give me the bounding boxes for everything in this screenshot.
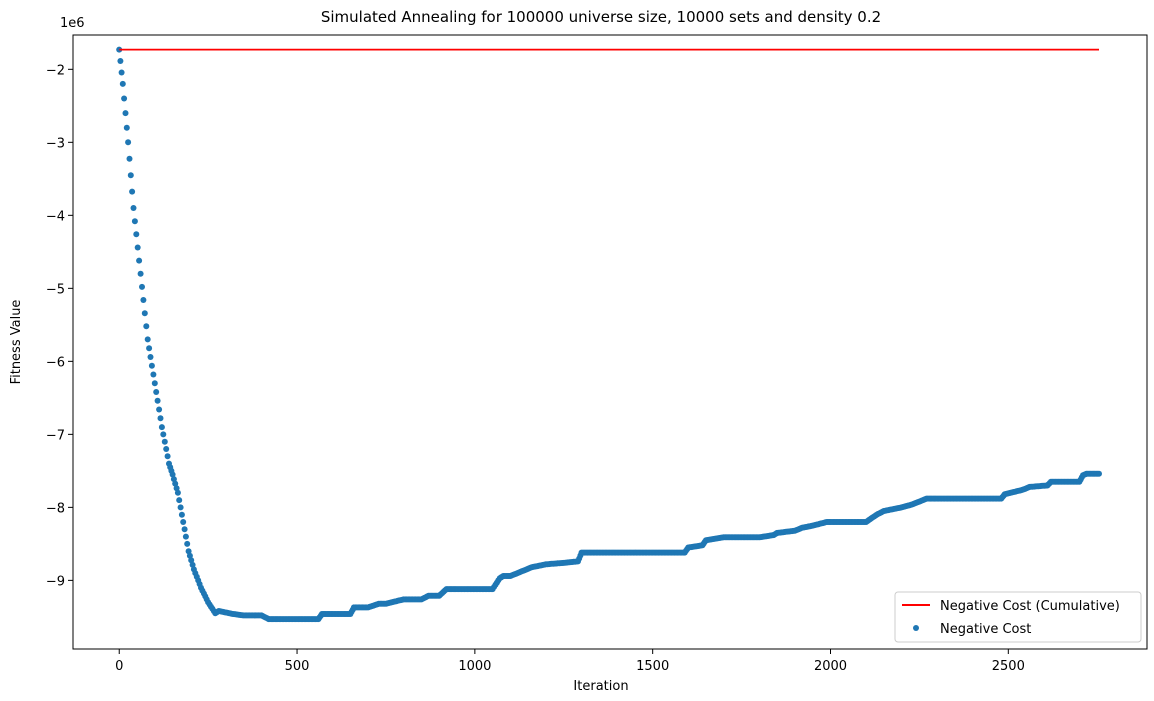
series-negative-cost xyxy=(116,46,1102,623)
data-point xyxy=(144,336,151,343)
data-point xyxy=(176,497,183,504)
data-point xyxy=(164,453,171,460)
legend-point-swatch xyxy=(913,625,919,631)
data-point xyxy=(131,218,138,225)
data-point xyxy=(180,519,187,525)
legend-label-negative-cost: Negative Cost xyxy=(940,622,1031,637)
data-point xyxy=(141,310,148,317)
legend-box xyxy=(894,591,1142,643)
data-point xyxy=(133,231,140,238)
y-tick-label: −4 xyxy=(46,209,65,224)
x-tick-label: 2000 xyxy=(814,659,847,674)
chart-title: Simulated Annealing for 100000 universe … xyxy=(321,8,881,26)
data-point xyxy=(178,511,185,518)
data-point xyxy=(157,415,164,422)
data-point xyxy=(130,205,137,211)
data-point xyxy=(161,438,168,445)
data-point xyxy=(173,485,180,492)
data-point xyxy=(140,297,147,303)
data-point xyxy=(1095,470,1102,477)
x-tick-label: 2500 xyxy=(992,659,1025,674)
y-tick-label: −9 xyxy=(46,574,65,589)
data-point xyxy=(172,480,179,487)
data-point xyxy=(119,80,126,87)
y-tick-label: −2 xyxy=(46,63,65,78)
data-point xyxy=(129,188,136,195)
data-point xyxy=(147,354,154,360)
data-point xyxy=(117,58,124,64)
data-point xyxy=(181,526,188,533)
data-point xyxy=(137,270,144,277)
data-point xyxy=(127,172,134,179)
data-point xyxy=(150,371,157,378)
data-point xyxy=(182,533,189,540)
data-point xyxy=(123,124,130,131)
data-point xyxy=(122,110,129,117)
data-point xyxy=(148,362,155,369)
data-point xyxy=(186,552,193,559)
data-point xyxy=(170,476,177,483)
x-tick-label: 500 xyxy=(285,659,310,674)
data-point xyxy=(146,345,153,352)
y-tick-label: −7 xyxy=(46,428,65,443)
legend-label-cumulative: Negative Cost (Cumulative) xyxy=(940,599,1120,614)
data-point xyxy=(169,471,176,478)
data-point xyxy=(139,283,145,290)
x-tick-label: 1000 xyxy=(458,659,491,674)
data-point xyxy=(143,323,150,330)
data-point xyxy=(154,397,161,404)
data-point xyxy=(153,389,160,395)
data-point xyxy=(134,244,141,251)
data-point xyxy=(121,95,128,102)
x-tick-label: 1500 xyxy=(636,659,669,674)
data-point xyxy=(118,69,125,76)
data-point xyxy=(188,557,195,564)
y-tick-label: −6 xyxy=(46,355,65,370)
data-point xyxy=(184,540,191,547)
plot-frame xyxy=(72,34,1148,650)
data-point xyxy=(185,548,192,555)
data-point xyxy=(156,406,163,413)
x-axis-title: Iteration xyxy=(573,679,628,694)
x-tick-label: 0 xyxy=(115,659,123,674)
y-tick-label: −8 xyxy=(46,501,65,516)
data-point xyxy=(126,155,133,162)
legend: Negative Cost (Cumulative) Negative Cost xyxy=(894,591,1142,643)
y-tick-label: −5 xyxy=(46,282,65,297)
y-axis-title: Fitness Value xyxy=(9,300,24,385)
data-point xyxy=(177,504,184,511)
x-axis: 0 500 1000 1500 2000 2500 xyxy=(115,649,1025,674)
data-point xyxy=(125,139,132,146)
y-axis: −2 −3 −4 −5 −6 −7 −8 −9 xyxy=(46,63,73,589)
data-point xyxy=(136,257,143,264)
data-point xyxy=(158,424,165,431)
y-offset-label: 1e6 xyxy=(60,16,85,31)
data-point xyxy=(163,446,170,452)
data-point xyxy=(174,489,181,496)
data-point xyxy=(151,380,158,387)
y-tick-label: −3 xyxy=(46,136,65,151)
data-point xyxy=(189,561,196,568)
data-point xyxy=(160,431,167,438)
